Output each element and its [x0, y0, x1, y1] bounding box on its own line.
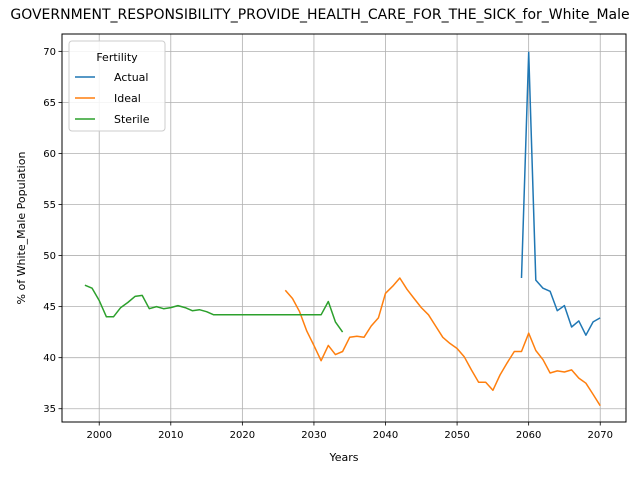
x-axis-label: Years: [328, 451, 358, 464]
series-line-sterile: [84, 284, 344, 333]
axis-ticks: 2000 2010 2020 2030 2040 2050 2060 2070 35 40 45 50…: [43, 47, 613, 441]
legend-items: Actual Ideal Sterile: [75, 71, 150, 126]
legend-title: Fertility: [96, 51, 138, 64]
x-tick-label: 2070: [588, 430, 613, 441]
legend-label-sterile: Sterile: [114, 113, 150, 126]
x-tick-label: 2000: [86, 430, 111, 441]
series-line-ideal: [284, 277, 601, 407]
y-tick-label: 50: [43, 251, 56, 262]
plot-frame: [61, 33, 627, 423]
x-tick-label: 2050: [444, 430, 469, 441]
y-tick-label: 60: [43, 149, 56, 160]
y-tick-label: 40: [43, 353, 56, 364]
legend-label-actual: Actual: [114, 71, 148, 84]
y-tick-label: 65: [43, 98, 56, 109]
series-lines: [84, 51, 601, 407]
y-tick-label: 35: [43, 404, 56, 415]
series-line-actual: [520, 51, 601, 336]
chart-title: GOVERNMENT_RESPONSIBILITY_PROVIDE_HEALTH…: [10, 7, 629, 23]
x-tick-label: 2030: [301, 430, 326, 441]
y-tick-label: 45: [43, 302, 56, 313]
x-tick-label: 2020: [230, 430, 255, 441]
y-tick-label: 70: [43, 47, 56, 58]
x-tick-label: 2040: [373, 430, 398, 441]
x-tick-label: 2010: [158, 430, 183, 441]
y-axis-label: % of White_Male Population: [15, 152, 28, 305]
legend: Fertility Actual Ideal Sterile: [68, 40, 166, 132]
x-tick-label: 2060: [516, 430, 541, 441]
legend-label-ideal: Ideal: [114, 92, 141, 105]
y-tick-label: 55: [43, 200, 56, 211]
legend-box: [68, 40, 166, 132]
